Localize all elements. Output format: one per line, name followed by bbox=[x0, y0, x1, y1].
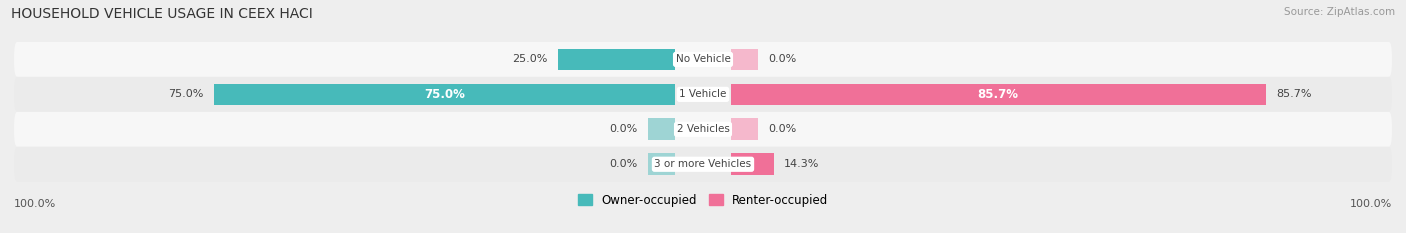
Legend: Owner-occupied, Renter-occupied: Owner-occupied, Renter-occupied bbox=[578, 194, 828, 207]
FancyBboxPatch shape bbox=[14, 112, 1392, 147]
FancyBboxPatch shape bbox=[14, 42, 1392, 77]
Text: 75.0%: 75.0% bbox=[169, 89, 204, 99]
Bar bbox=[648, 118, 675, 140]
Text: 100.0%: 100.0% bbox=[14, 199, 56, 209]
Bar bbox=[558, 49, 675, 70]
Text: 0.0%: 0.0% bbox=[769, 124, 797, 134]
Text: 85.7%: 85.7% bbox=[1277, 89, 1312, 99]
Text: No Vehicle: No Vehicle bbox=[675, 55, 731, 64]
Text: HOUSEHOLD VEHICLE USAGE IN CEEX HACI: HOUSEHOLD VEHICLE USAGE IN CEEX HACI bbox=[11, 7, 314, 21]
Text: 2 Vehicles: 2 Vehicles bbox=[676, 124, 730, 134]
Text: 1 Vehicle: 1 Vehicle bbox=[679, 89, 727, 99]
FancyBboxPatch shape bbox=[14, 77, 1392, 112]
Text: 0.0%: 0.0% bbox=[769, 55, 797, 64]
Text: 0.0%: 0.0% bbox=[609, 124, 637, 134]
Bar bbox=[214, 83, 675, 105]
Text: 0.0%: 0.0% bbox=[609, 159, 637, 169]
Text: 85.7%: 85.7% bbox=[977, 88, 1019, 101]
Text: 14.3%: 14.3% bbox=[785, 159, 820, 169]
Text: 25.0%: 25.0% bbox=[513, 55, 548, 64]
Text: 3 or more Vehicles: 3 or more Vehicles bbox=[654, 159, 752, 169]
FancyBboxPatch shape bbox=[14, 147, 1392, 182]
Text: 100.0%: 100.0% bbox=[1350, 199, 1392, 209]
Text: Source: ZipAtlas.com: Source: ZipAtlas.com bbox=[1284, 7, 1395, 17]
Bar bbox=[731, 153, 773, 175]
Bar bbox=[648, 153, 675, 175]
Bar bbox=[731, 83, 1265, 105]
Bar bbox=[731, 49, 758, 70]
Text: 75.0%: 75.0% bbox=[425, 88, 465, 101]
Bar bbox=[731, 118, 758, 140]
